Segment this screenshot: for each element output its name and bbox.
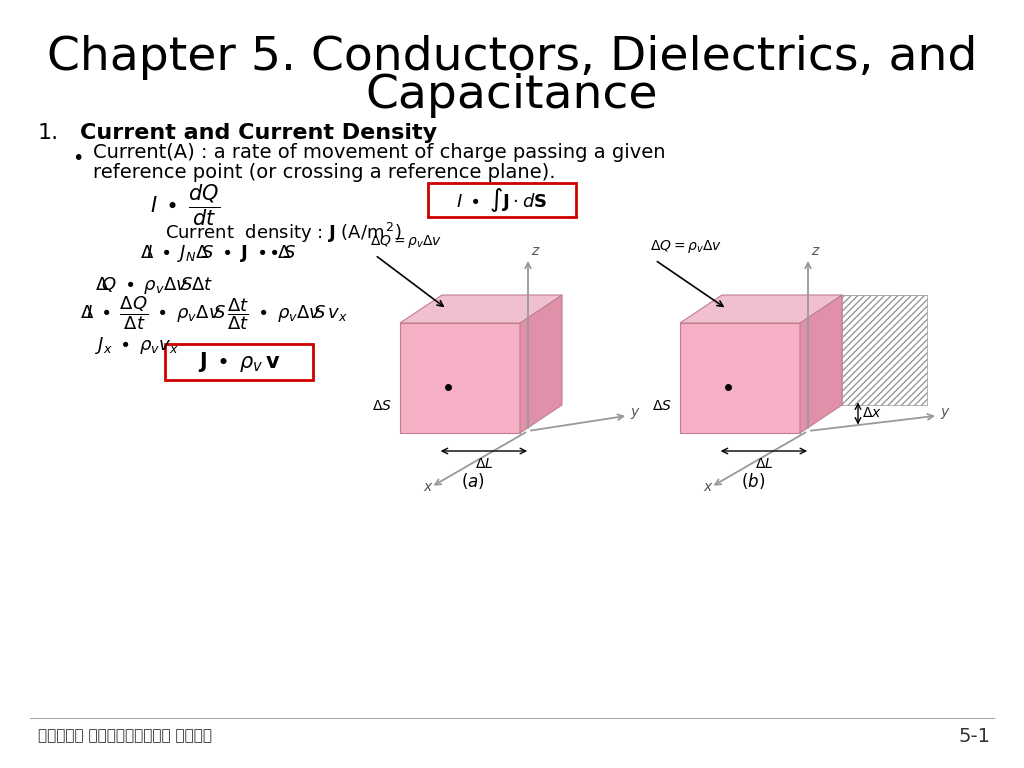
Text: x: x bbox=[703, 480, 712, 494]
Polygon shape bbox=[680, 295, 842, 323]
Text: $\mathbf{J}\;\bullet\;\rho_v\,\mathbf{v}$: $\mathbf{J}\;\bullet\;\rho_v\,\mathbf{v}… bbox=[198, 350, 281, 374]
Text: x: x bbox=[423, 480, 431, 494]
Text: Current(A) : a rate of movement of charge passing a given: Current(A) : a rate of movement of charg… bbox=[93, 144, 666, 163]
Text: $\Delta Q = \rho_v\Delta v$: $\Delta Q = \rho_v\Delta v$ bbox=[650, 238, 722, 255]
Text: •: • bbox=[73, 148, 84, 167]
Bar bbox=[428, 183, 575, 217]
Text: $\Delta S$: $\Delta S$ bbox=[652, 399, 672, 412]
Text: $\Delta\!\!\mathit{I}\;\bullet\; J_N\Delta\!\!\mathit{S}\;\bullet\;\mathbf{J}\;\: $\Delta\!\!\mathit{I}\;\bullet\; J_N\Del… bbox=[140, 243, 297, 264]
Text: 5-1: 5-1 bbox=[958, 727, 990, 746]
Text: z: z bbox=[531, 244, 539, 258]
Polygon shape bbox=[400, 295, 562, 323]
Text: y: y bbox=[940, 405, 948, 419]
Text: $(b)$: $(b)$ bbox=[740, 471, 765, 491]
Text: $\Delta Q = \rho_v\Delta v$: $\Delta Q = \rho_v\Delta v$ bbox=[370, 233, 442, 250]
Text: $\Delta L$: $\Delta L$ bbox=[755, 457, 773, 471]
Text: 목원대학교 전자정보통신공학부 전자기학: 목원대학교 전자정보통신공학부 전자기학 bbox=[38, 729, 212, 743]
Text: reference point (or crossing a reference plane).: reference point (or crossing a reference… bbox=[93, 163, 555, 181]
Polygon shape bbox=[520, 295, 562, 433]
Text: $(a)$: $(a)$ bbox=[461, 471, 484, 491]
Text: $\Delta x$: $\Delta x$ bbox=[862, 406, 882, 420]
Text: Current and Current Density: Current and Current Density bbox=[80, 123, 437, 143]
Text: $\Delta S$: $\Delta S$ bbox=[372, 399, 392, 412]
Text: Chapter 5. Conductors, Dielectrics, and: Chapter 5. Conductors, Dielectrics, and bbox=[47, 35, 977, 81]
Polygon shape bbox=[800, 295, 842, 433]
Text: $\Delta\!\!\mathit{I}\;\bullet\;\dfrac{\Delta Q}{\Delta t}\;\bullet\;\rho_v\Delt: $\Delta\!\!\mathit{I}\;\bullet\;\dfrac{\… bbox=[80, 294, 348, 332]
Text: z: z bbox=[811, 244, 818, 258]
Text: $I\;\bullet\;\dfrac{dQ}{dt}$: $I\;\bullet\;\dfrac{dQ}{dt}$ bbox=[150, 182, 220, 228]
Text: $\Delta L$: $\Delta L$ bbox=[475, 457, 494, 471]
Text: $I\;\bullet\;\int\mathbf{J}\cdot d\mathbf{S}$: $I\;\bullet\;\int\mathbf{J}\cdot d\mathb… bbox=[457, 186, 548, 214]
Polygon shape bbox=[680, 323, 800, 433]
Text: 1.: 1. bbox=[38, 123, 59, 143]
Bar bbox=[165, 344, 313, 380]
Polygon shape bbox=[400, 323, 520, 433]
Text: Capacitance: Capacitance bbox=[366, 74, 658, 118]
Polygon shape bbox=[842, 295, 927, 405]
Text: Current  density : $\mathbf{J}$ (A/m$^{\,2}$): Current density : $\mathbf{J}$ (A/m$^{\,… bbox=[165, 221, 401, 245]
Text: y: y bbox=[630, 405, 638, 419]
Text: $J_x\;\bullet\;\rho_v v_x$: $J_x\;\bullet\;\rho_v v_x$ bbox=[95, 336, 179, 356]
Text: $\Delta\!\!\mathit{Q}\;\bullet\;\rho_v\Delta v\!\!\mathit{S}\Delta t$: $\Delta\!\!\mathit{Q}\;\bullet\;\rho_v\D… bbox=[95, 274, 214, 296]
